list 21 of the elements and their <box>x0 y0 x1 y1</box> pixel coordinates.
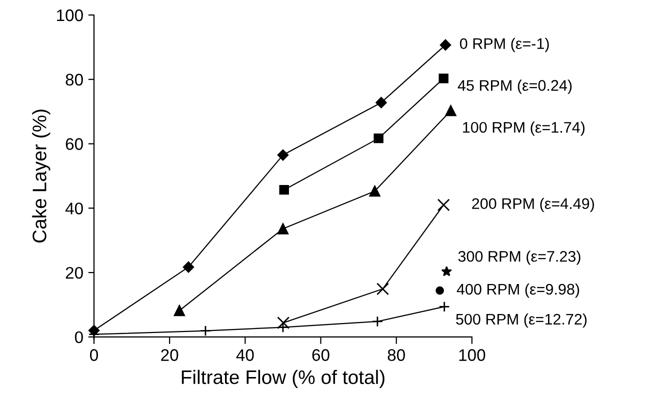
series-label: 45 RPM (ε=0.24) <box>458 80 572 94</box>
y-tick-label: 0 <box>74 331 83 344</box>
series-label: 300 RPM (ε=7.23) <box>458 250 580 265</box>
series-label: 500 RPM (ε=12.72) <box>456 313 587 328</box>
x-tick-label: 60 <box>312 349 330 361</box>
x-tick-label: 20 <box>161 349 178 361</box>
series-label: 100 RPM (ε=1.74) <box>463 122 584 136</box>
y-tick-label: 80 <box>66 74 83 86</box>
x-axis-title: Filtrate Flow (% of total) <box>182 370 384 388</box>
y-tick-label: 60 <box>66 138 83 150</box>
x-tick-label: 40 <box>236 349 254 361</box>
x-tick-label: 0 <box>90 349 98 361</box>
y-axis-title: Cake Layer (%) <box>32 110 50 243</box>
y-tick-label: 20 <box>66 266 83 279</box>
y-tick-label: 40 <box>65 202 83 214</box>
x-tick-label: 80 <box>388 349 405 361</box>
series-label: 400 RPM (ε=9.98) <box>456 283 580 298</box>
x-tick-label: 100 <box>459 349 486 361</box>
y-tick-label: 100 <box>57 9 83 22</box>
series-label: 0 RPM (ε=-1) <box>460 38 549 52</box>
series-label: 200 RPM (ε=4.49) <box>472 198 594 212</box>
